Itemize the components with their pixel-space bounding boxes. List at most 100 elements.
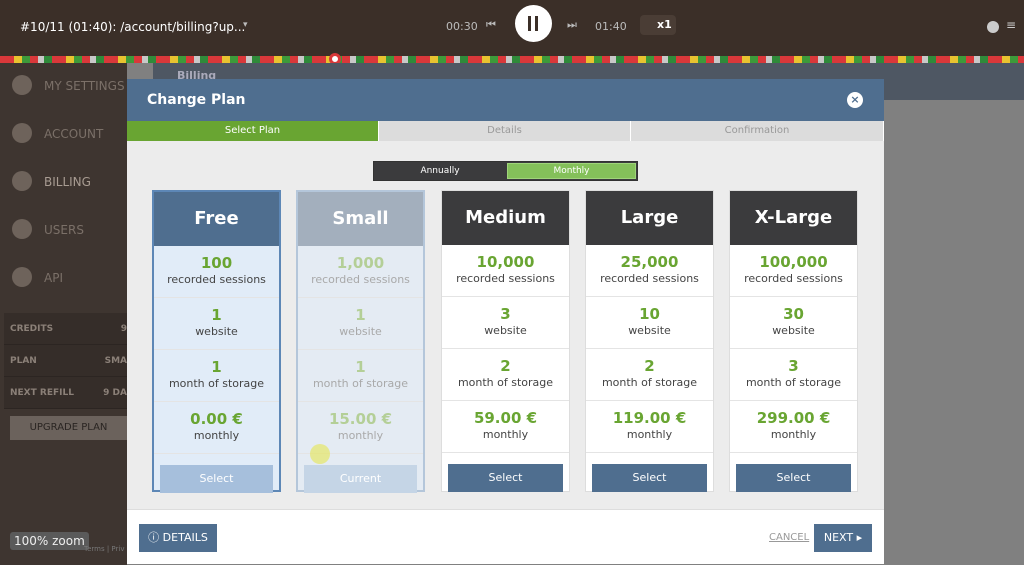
plan-row: 10 website — [586, 297, 713, 349]
plan-row: 1 month of storage — [154, 350, 279, 402]
toggle-annually[interactable]: Annually — [420, 166, 460, 176]
plan-websites-label: website — [772, 324, 815, 337]
player-bar: #10/11 (01:40): /account/billing?up... ▾… — [0, 0, 1024, 56]
billing-toggle: Annually Monthly — [373, 161, 638, 181]
menu-item[interactable]: ACCOUNT — [44, 127, 104, 141]
menu-item[interactable]: BILLING — [44, 175, 91, 189]
plan-card: X-Large 100,000 recorded sessions 30 website… — [729, 190, 858, 492]
zoom-label: 100% zoom — [10, 532, 89, 550]
info-row: CREDITS 9 — [4, 313, 127, 345]
prev-button[interactable]: ⏮ — [486, 18, 496, 31]
plan-row: 3 month of storage — [730, 349, 857, 401]
info-row: PLAN SMA — [4, 345, 127, 377]
plan-price: 0.00 € — [190, 410, 243, 428]
plan-websites: 10 — [639, 305, 660, 323]
plan-storage: 1 — [355, 358, 366, 376]
plan-storage: 2 — [500, 357, 511, 375]
details-button[interactable]: ⓘ DETAILS — [139, 524, 217, 552]
plan-name: Small — [298, 192, 423, 246]
sidebar: MY SETTINGS ACCOUNT BILLING USERS API CREDITS… — [0, 63, 127, 565]
caret[interactable]: ▾ — [243, 20, 248, 30]
plan-button[interactable]: Select — [160, 465, 273, 493]
change-plan-modal: Change Plan × Select Plan Details Confir… — [127, 79, 884, 564]
next-label: NEXT — [823, 531, 854, 544]
plan-price: 59.00 € — [473, 409, 538, 427]
plan-storage: 3 — [788, 357, 799, 375]
next-button[interactable]: NEXT ▸ — [814, 524, 872, 552]
menu-item[interactable]: MY SETTINGS — [44, 79, 125, 93]
info-value: 9 — [120, 324, 127, 334]
plan-row: 0.00 € monthly — [154, 402, 279, 454]
plan-row: 59.00 € monthly — [442, 401, 569, 453]
plan-row: 299.00 € monthly — [730, 401, 857, 453]
speed: x1 — [657, 18, 672, 31]
plan-websites-label: website — [339, 325, 382, 338]
plan-row: 1 month of storage — [298, 350, 423, 402]
plan-price: 299.00 € — [756, 409, 831, 427]
plan-websites: 30 — [783, 305, 804, 323]
recording-title[interactable]: #10/11 (01:40): /account/billing?up... — [20, 20, 246, 34]
plan-name: X-Large — [730, 191, 857, 245]
time-start: 00:30 — [446, 20, 478, 33]
info-label: CREDITS — [10, 324, 54, 334]
plan-sessions: 25,000 — [620, 253, 679, 271]
plan-name: Free — [154, 192, 279, 246]
plan-row: 2 month of storage — [442, 349, 569, 401]
cancel-link[interactable]: CANCEL — [769, 532, 810, 543]
next-button[interactable]: ⏭ — [567, 18, 577, 31]
menu-icon — [12, 219, 32, 239]
plan-row: 10,000 recorded sessions — [442, 245, 569, 297]
plan-card: Large 25,000 recorded sessions 10 website 2 mo… — [585, 190, 714, 492]
plan-name: Medium — [442, 191, 569, 245]
plan-storage-label: month of storage — [745, 376, 842, 389]
plan-storage-label: month of storage — [457, 376, 554, 389]
plan-row: 100 recorded sessions — [154, 246, 279, 298]
plan-name: Large — [586, 191, 713, 245]
info-label: NEXT REFILL — [10, 388, 74, 398]
plan-storage-label: month of storage — [312, 377, 409, 390]
plan-button[interactable]: Select — [736, 464, 851, 492]
modal-title: Change Plan — [147, 92, 246, 108]
plan-websites-label: website — [628, 324, 671, 337]
page-title: Billing — [177, 69, 217, 82]
plan-sessions-label: recorded sessions — [744, 272, 843, 285]
plan-price-label: monthly — [482, 428, 529, 441]
plan-row: 25,000 recorded sessions — [586, 245, 713, 297]
plan-websites: 1 — [211, 306, 222, 324]
plan-storage: 2 — [644, 357, 655, 375]
info-label: PLAN — [10, 356, 37, 366]
plan-button[interactable]: Current — [304, 465, 417, 493]
close-button[interactable]: × — [847, 92, 863, 108]
cursor-highlight — [310, 444, 330, 464]
details-label: DETAILS — [162, 531, 208, 544]
plan-price: 15.00 € — [328, 410, 393, 428]
plan-price-label: monthly — [770, 428, 817, 441]
plan-storage-label: month of storage — [601, 376, 698, 389]
upgrade-button[interactable]: UPGRADE PLAN — [10, 416, 127, 440]
plan-sessions: 1,000 — [336, 254, 385, 272]
plan-websites: 1 — [355, 306, 366, 324]
plan-price-label: monthly — [337, 429, 384, 442]
plan-price-label: monthly — [193, 429, 240, 442]
plan-button[interactable]: Select — [448, 464, 563, 492]
menu-icon[interactable]: ≡ — [1006, 18, 1017, 32]
toggle-monthly[interactable]: Monthly — [507, 163, 636, 179]
options-icon[interactable] — [987, 21, 999, 33]
plan-sessions-label: recorded sessions — [600, 272, 699, 285]
menu-item[interactable]: USERS — [44, 223, 84, 237]
pause-button[interactable] — [515, 5, 552, 42]
plan-row: 30 website — [730, 297, 857, 349]
sidebar-footer: Terms | Priv — [84, 545, 125, 553]
plan-row: 119.00 € monthly — [586, 401, 713, 453]
step: Confirmation — [631, 121, 884, 141]
timeline[interactable] — [0, 53, 1024, 65]
info-value: 9 DA — [103, 388, 127, 398]
speed-button[interactable]: x1 — [640, 15, 676, 35]
menu-icon — [12, 267, 32, 287]
plan-row: 1,000 recorded sessions — [298, 246, 423, 298]
info-value: SMA — [104, 356, 127, 366]
plan-sessions-label: recorded sessions — [167, 273, 266, 286]
plan-price-label: monthly — [626, 428, 673, 441]
plan-button[interactable]: Select — [592, 464, 707, 492]
menu-item[interactable]: API — [44, 271, 63, 285]
